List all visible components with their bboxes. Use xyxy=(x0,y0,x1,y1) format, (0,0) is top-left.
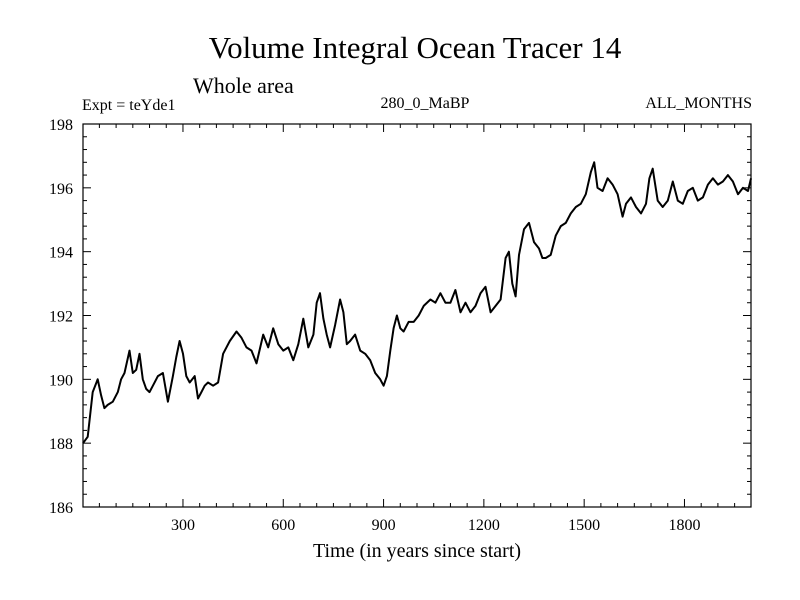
x-tick-label: 300 xyxy=(171,517,195,534)
chart-subtitle: Whole area xyxy=(193,73,294,98)
y-tick-label: 194 xyxy=(49,245,73,262)
axis-tick-labels: 300 600 900 1200 1500 1800 186 188 190 192 194 196 1… xyxy=(49,117,700,534)
x-axis-label: Time (in years since start) xyxy=(313,540,521,562)
y-tick-label: 186 xyxy=(49,500,73,517)
y-tick-label: 192 xyxy=(49,309,73,326)
period-label: 280_0_MaBP xyxy=(381,95,470,112)
data-series-line xyxy=(82,161,752,444)
x-tick-label: 1500 xyxy=(568,517,600,534)
y-tick-label: 198 xyxy=(49,117,73,134)
x-tick-label: 900 xyxy=(372,517,396,534)
y-tick-label: 190 xyxy=(49,372,73,389)
months-label: ALL_MONTHS xyxy=(645,95,752,112)
x-tick-label: 1200 xyxy=(468,517,500,534)
x-tick-label: 1800 xyxy=(668,517,700,534)
axis-ticks xyxy=(83,124,751,507)
chart-title: Volume Integral Ocean Tracer 14 xyxy=(209,30,622,65)
experiment-label: Expt = teYde1 xyxy=(82,97,175,114)
y-tick-label: 188 xyxy=(49,436,73,453)
y-tick-label: 196 xyxy=(49,181,73,198)
x-tick-label: 600 xyxy=(271,517,295,534)
plot-frame xyxy=(82,123,752,508)
